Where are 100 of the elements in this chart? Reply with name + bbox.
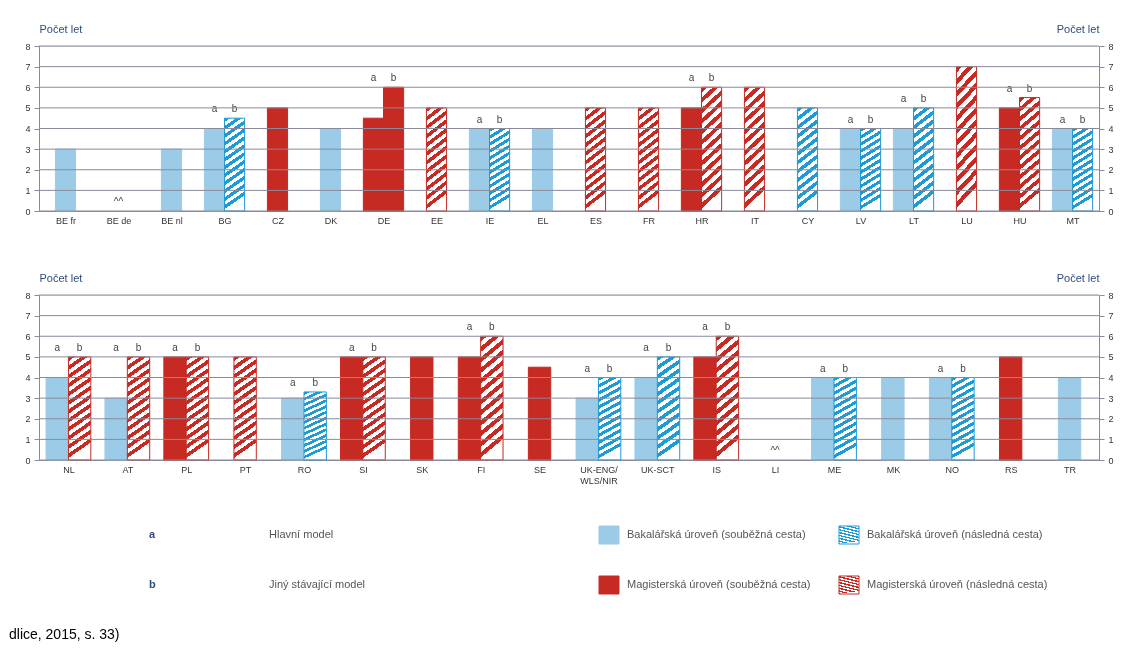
annotation: a (937, 362, 944, 374)
bar (634, 377, 658, 461)
y2-tick-label: 0 (1108, 455, 1114, 466)
x-tick-label: DK (324, 215, 338, 226)
text: b (149, 578, 156, 590)
x-tick-label: HU (1013, 215, 1027, 226)
y2-tick-label: 5 (1108, 352, 1114, 363)
annotation: b (606, 362, 613, 374)
annotation: a (172, 341, 179, 353)
annotation: b (135, 341, 142, 353)
x-tick-label: FI (477, 464, 486, 475)
y2-tick-label: 7 (1108, 62, 1114, 73)
y-tick-label: 1 (25, 434, 31, 445)
annotation: b (1079, 113, 1086, 125)
bar (67, 356, 92, 461)
legend-label: Magisterská úroveň (následná cesta) (867, 578, 1048, 590)
x-tick-label: ME (827, 464, 842, 475)
y2-tick-label: 1 (1108, 185, 1114, 196)
y2-tick-label: 0 (1108, 206, 1114, 217)
y-tick-label: 7 (25, 311, 31, 322)
x-tick-label: EL (537, 215, 549, 226)
legend-label: Magisterská úroveň (souběžná cesta) (627, 578, 811, 590)
y2-tick-label: 5 (1108, 103, 1114, 114)
y-tick-label: 5 (25, 103, 31, 114)
legend-label: Bakalářská úroveň (následná cesta) (867, 528, 1043, 540)
y2-tick-label: 3 (1108, 393, 1114, 404)
bar (584, 107, 607, 212)
annotation: a (1006, 82, 1013, 94)
y-tick-label: 4 (25, 124, 31, 134)
y2-tick-label: 2 (1108, 414, 1114, 425)
y-axis-title: Počet let (39, 22, 83, 35)
annotation: a (54, 341, 61, 353)
annotation: a (820, 362, 827, 374)
y2-tick-label: 8 (1108, 41, 1114, 52)
y2-tick-label: 6 (1108, 331, 1114, 342)
y-tick-label: 5 (25, 352, 31, 363)
x-tick-label: ES (589, 215, 603, 226)
x-tick-label: UK-ENG/ WLS/NIR (580, 464, 619, 486)
x-tick-label: SE (534, 464, 547, 475)
bar (913, 107, 935, 212)
annotation: a (643, 341, 650, 353)
bar (575, 397, 599, 461)
annotation: b (665, 341, 672, 353)
bar (637, 107, 660, 212)
x-tick-label: SI (359, 464, 368, 475)
y2-tick-label: 4 (1108, 124, 1114, 134)
bar (656, 356, 681, 461)
y2-tick-label: 7 (1108, 311, 1114, 322)
x-tick-label: MT (1066, 215, 1080, 226)
y-tick-label: 7 (25, 62, 31, 73)
annotation: a (1059, 113, 1066, 125)
y-tick-label: 6 (25, 82, 31, 93)
annotation: b (867, 113, 874, 125)
annotation: a (847, 113, 854, 125)
bar (860, 128, 882, 212)
x-tick-label: LV (855, 215, 867, 226)
annotation: ^^ (770, 445, 781, 456)
annotation: b (312, 376, 319, 388)
x-tick-label: HR (695, 215, 709, 226)
bar (489, 128, 511, 212)
y2-axis-title: Počet let (1056, 22, 1100, 35)
bar (303, 391, 327, 461)
legend-label: Bakalářská úroveň (souběžná cesta) (627, 528, 806, 540)
y-tick-label: 2 (25, 414, 31, 425)
y2-tick-label: 8 (1108, 290, 1114, 301)
annotation: a (348, 341, 355, 353)
annotation: a (113, 341, 120, 353)
x-tick-label: DE (377, 215, 391, 226)
x-tick-label: BE nl (161, 215, 183, 226)
annotation: a (370, 72, 377, 84)
x-tick-label: IS (712, 464, 721, 475)
bar (743, 86, 766, 212)
x-tick-label: NO (945, 464, 960, 475)
annotation: b (390, 72, 397, 84)
bar (1072, 128, 1094, 212)
x-tick-label: BG (218, 215, 232, 226)
x-tick-label: CZ (272, 215, 285, 226)
y2-tick-label: 2 (1108, 165, 1114, 176)
y-tick-label: 1 (25, 185, 31, 196)
x-tick-label: LU (961, 215, 973, 226)
x-tick-label: UK-SCT (641, 464, 676, 475)
x-tick-label: SK (416, 464, 429, 475)
bar (597, 377, 622, 461)
annotation: b (489, 321, 496, 333)
y2-tick-label: 1 (1108, 434, 1114, 445)
x-tick-label: BE de (106, 215, 132, 226)
bar (833, 377, 857, 461)
x-tick-label: PT (239, 464, 252, 475)
text: Jiný stávající model (269, 578, 365, 590)
annotation: a (900, 92, 907, 104)
annotation: b (1026, 82, 1033, 94)
bar (126, 356, 151, 461)
annotation: a (476, 113, 483, 125)
bar (955, 66, 978, 212)
annotation: b (960, 362, 967, 374)
annotation: a (584, 362, 591, 374)
bar (104, 397, 128, 461)
y-tick-label: 8 (25, 290, 31, 301)
annotation: b (724, 321, 731, 333)
annotation: b (231, 103, 238, 115)
